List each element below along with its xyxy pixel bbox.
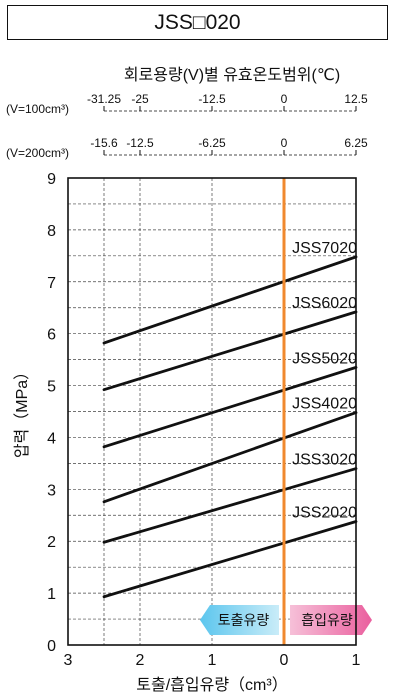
chart-title: JSS□020 — [154, 10, 241, 34]
y-tick-label: 4 — [47, 430, 56, 447]
top-scale-tick-label: -12.5 — [126, 136, 154, 150]
y-tick-label: 6 — [47, 327, 56, 344]
top-scale-tick-label: -15.6 — [90, 136, 118, 150]
series-line-jss2020 — [102, 520, 358, 599]
top-scale-tick-label: 6.25 — [344, 136, 368, 150]
x-tick-label: 0 — [280, 652, 289, 669]
top-scales: (V=100cm³) -31.25 -25 -12.5 0 12.5 (V=200cm³) -… — [6, 92, 368, 160]
top-scale-tick-label: -25 — [131, 92, 149, 106]
top-scale-tick-label: -12.5 — [198, 92, 226, 106]
chart-title-box: JSS□020 — [7, 5, 388, 40]
y-tick-label: 8 — [47, 223, 56, 240]
series-label-jss6020: JSS6020 — [292, 295, 357, 312]
top-scale-label: (V=200cm³) — [6, 146, 69, 160]
discharge-badge-label: 토출유량 — [218, 612, 270, 628]
top-axis-title: 회로용량(V)별 유효온도범위(℃) — [124, 66, 340, 84]
y-tick-label: 2 — [47, 534, 56, 551]
top-scale-label: (V=100cm³) — [6, 102, 69, 116]
series-label-jss5020: JSS5020 — [292, 350, 357, 367]
series-line-jss7020 — [102, 255, 358, 345]
series-line-jss4020 — [102, 411, 358, 504]
discharge-badge-shape — [200, 605, 279, 635]
series-label-jss4020: JSS4020 — [292, 396, 357, 413]
y-tick-label: 9 — [47, 171, 56, 188]
top-scale-tick-label: 0 — [281, 136, 288, 150]
top-scale-tick-label: 0 — [281, 92, 288, 106]
series-label-jss3020: JSS3020 — [292, 452, 357, 469]
top-scale-tick-label: -31.25 — [87, 92, 121, 106]
y-tick-label: 7 — [47, 275, 56, 292]
x-axis-ticks: 3 2 1 0 1 — [64, 652, 361, 669]
x-tick-label: 1 — [352, 652, 361, 669]
y-tick-label: 0 — [47, 638, 56, 655]
series-line-jss5020 — [102, 365, 358, 449]
series-line-jss6020 — [102, 310, 358, 392]
series-lines: JSS2020 JSS3020 JSS4020 JSS5020 JSS6020 JSS70… — [102, 240, 358, 599]
top-scale-tick-label: -6.25 — [198, 136, 226, 150]
x-tick-label: 3 — [64, 652, 73, 669]
x-tick-label: 2 — [136, 652, 145, 669]
series-label-jss2020: JSS2020 — [292, 505, 357, 522]
y-axis-ticks: 0 1 2 3 4 5 6 7 8 9 — [47, 171, 56, 655]
suction-badge-shape — [290, 605, 372, 635]
series-label-jss7020: JSS7020 — [292, 240, 357, 257]
flow-direction-badges: 토출유량 흡입유량 — [200, 605, 372, 635]
y-tick-label: 5 — [47, 379, 56, 396]
top-scale-tick-label: 12.5 — [344, 92, 368, 106]
y-tick-label: 3 — [47, 482, 56, 499]
y-axis-label: 압력（MPa） — [13, 364, 31, 458]
series-line-jss3020 — [102, 467, 358, 544]
plot-frame — [67, 177, 357, 646]
x-tick-label: 1 — [208, 652, 217, 669]
x-axis-label: 토출/흡입유량（cm³） — [136, 676, 287, 694]
y-tick-label: 1 — [47, 586, 56, 603]
suction-badge-label: 흡입유량 — [301, 612, 353, 628]
